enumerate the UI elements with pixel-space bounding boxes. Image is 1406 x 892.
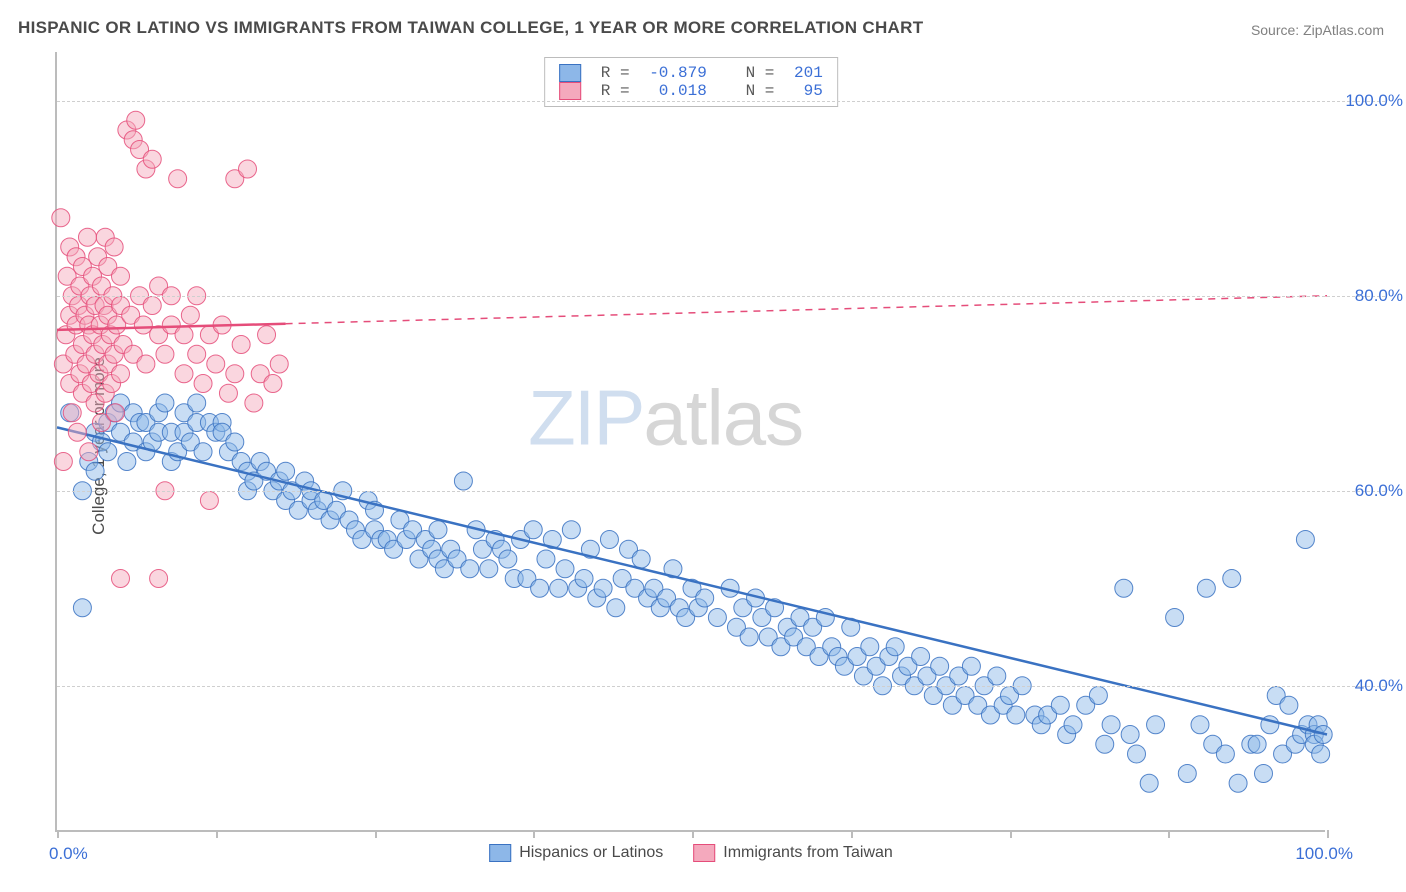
corr-r-value: 0.018 — [649, 82, 707, 100]
corr-n-label: N = — [717, 82, 784, 100]
source-link[interactable]: ZipAtlas.com — [1303, 22, 1384, 38]
x-tick — [57, 830, 59, 838]
x-tick — [1010, 830, 1012, 838]
y-tick-label: 100.0% — [1345, 91, 1403, 111]
gridline-h — [57, 296, 1385, 297]
source-attribution: Source: ZipAtlas.com — [1251, 22, 1384, 38]
x-tick — [216, 830, 218, 838]
corr-swatch — [559, 82, 581, 100]
corr-r-value: -0.879 — [649, 64, 707, 82]
x-tick-label-max: 100.0% — [1295, 844, 1353, 864]
chart-title: HISPANIC OR LATINO VS IMMIGRANTS FROM TA… — [18, 18, 923, 38]
legend-swatch — [489, 844, 511, 862]
corr-r-label: R = — [591, 82, 639, 100]
corr-n-label: N = — [717, 64, 784, 82]
legend-item-taiwan: Immigrants from Taiwan — [693, 844, 893, 862]
gridline-h — [57, 686, 1385, 687]
plot-svg — [57, 52, 1325, 830]
x-tick — [1168, 830, 1170, 838]
y-tick-label: 80.0% — [1355, 286, 1403, 306]
x-tick — [533, 830, 535, 838]
x-tick — [375, 830, 377, 838]
corr-n-value: 95 — [794, 82, 823, 100]
legend-label: Immigrants from Taiwan — [723, 844, 893, 862]
gridline-h — [57, 491, 1385, 492]
legend-label: Hispanics or Latinos — [519, 844, 663, 862]
x-tick-label-min: 0.0% — [49, 844, 88, 864]
corr-row-hispanic: R = -0.879 N = 201 — [559, 64, 823, 82]
corr-n-value: 201 — [794, 64, 823, 82]
corr-swatch — [559, 64, 581, 82]
x-tick — [1327, 830, 1329, 838]
legend-item-hispanic: Hispanics or Latinos — [489, 844, 663, 862]
legend-bottom: Hispanics or Latinos Immigrants from Taiw… — [489, 844, 893, 862]
corr-row-taiwan: R = 0.018 N = 95 — [559, 82, 823, 100]
legend-swatch — [693, 844, 715, 862]
corr-r-label: R = — [591, 64, 639, 82]
source-label: Source: — [1251, 22, 1303, 38]
x-tick — [851, 830, 853, 838]
y-tick-label: 60.0% — [1355, 481, 1403, 501]
x-tick — [692, 830, 694, 838]
plot-area: ZIPatlas R = -0.879 N = 201 R = 0.018 N … — [55, 52, 1325, 832]
legend-correlation-box: R = -0.879 N = 201 R = 0.018 N = 95 — [544, 57, 838, 107]
gridline-h — [57, 101, 1385, 102]
y-tick-label: 40.0% — [1355, 676, 1403, 696]
